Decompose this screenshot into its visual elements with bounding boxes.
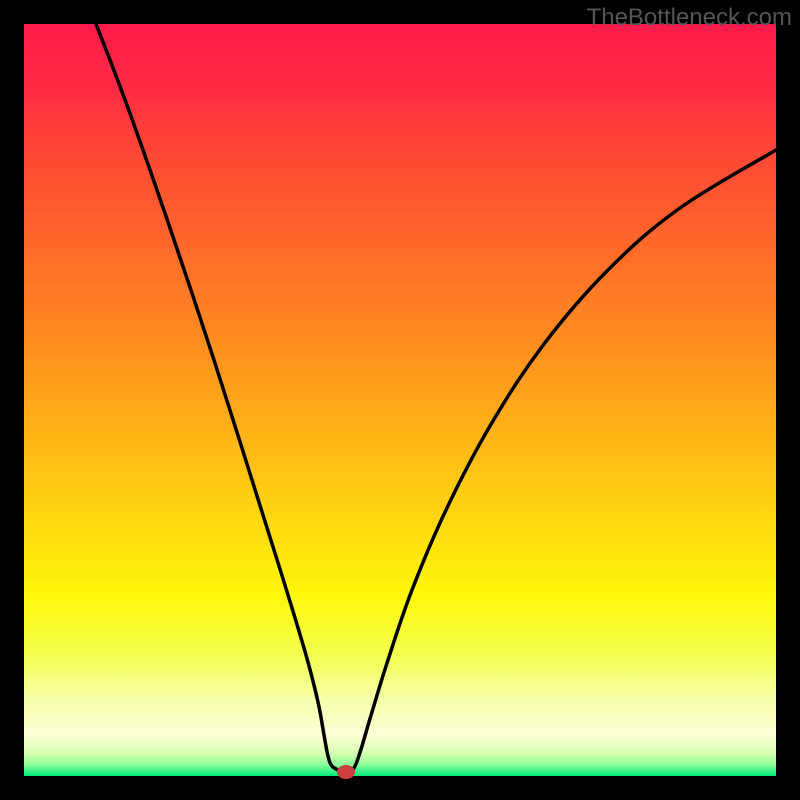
chart-container: { "watermark": { "text": "TheBottleneck.… (0, 0, 800, 800)
watermark-text: TheBottleneck.com (587, 4, 792, 32)
bottleneck-chart (0, 0, 800, 800)
optimum-marker (337, 765, 355, 779)
